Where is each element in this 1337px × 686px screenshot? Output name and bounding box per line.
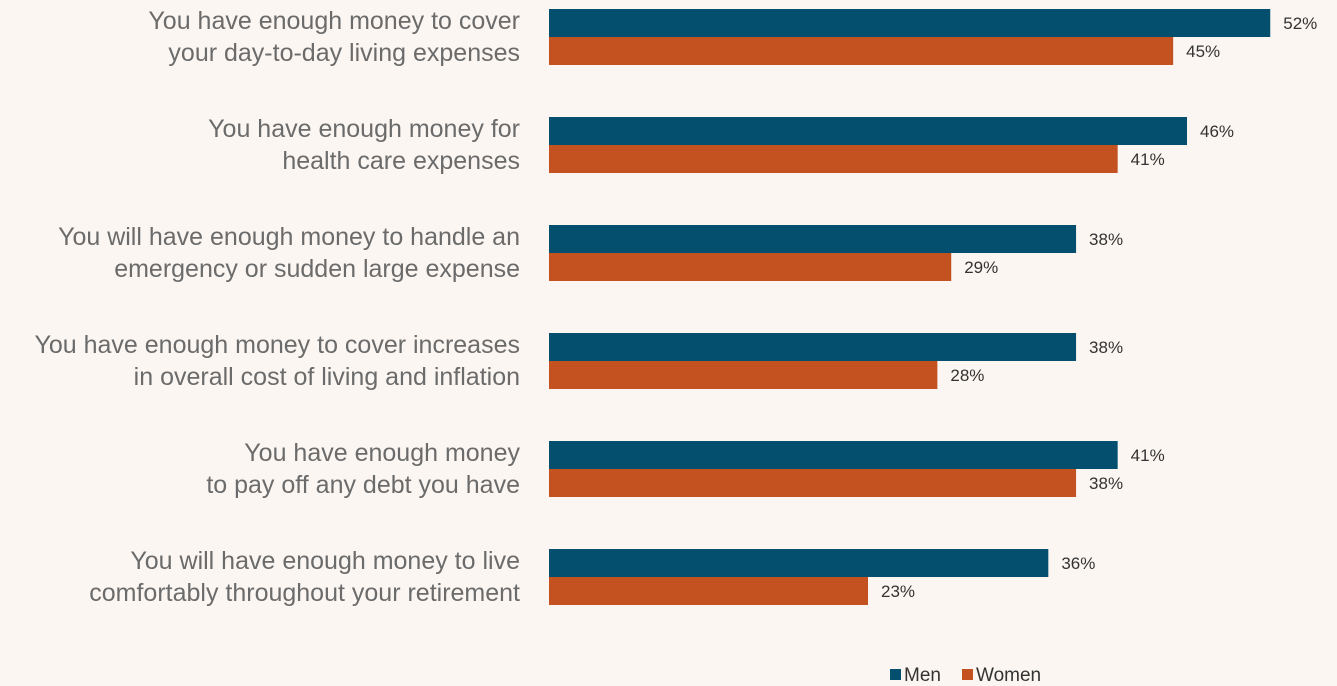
bar-men: [549, 333, 1077, 361]
category-label: You will have enough money to handle an e…: [58, 223, 520, 283]
category-label-line: comfortably throughout your retirement: [89, 579, 520, 607]
legend-label-men: Men: [904, 665, 941, 686]
data-label: 52%: [1283, 14, 1317, 33]
data-label: 38%: [1089, 474, 1123, 493]
category-label: You will have enough money to live comfor…: [89, 547, 520, 607]
category-label-line: You have enough money to cover increases: [34, 331, 520, 359]
data-label: 45%: [1186, 42, 1220, 61]
bar-women: [549, 469, 1077, 497]
data-label: 23%: [881, 582, 915, 601]
bar-women: [549, 145, 1118, 173]
data-label: 29%: [964, 258, 998, 277]
category-label-line: health care expenses: [282, 147, 520, 175]
data-label: 41%: [1131, 150, 1165, 169]
bar-women: [549, 361, 938, 389]
legend: Men Women: [890, 665, 1041, 686]
category-label: You have enough money to pay off any debt…: [206, 439, 520, 499]
legend-label-women: Women: [976, 665, 1041, 686]
data-label: 38%: [1089, 230, 1123, 249]
category-label-line: You have enough money to cover: [148, 7, 520, 35]
legend-swatch-women: [962, 669, 973, 680]
category-label-line: You have enough money for: [208, 115, 520, 143]
category-label: You have enough money to cover increases…: [34, 331, 520, 391]
bar-women: [549, 577, 869, 605]
category-labels: You have enough money to cover your day-t…: [34, 7, 520, 607]
bar-men: [549, 441, 1118, 469]
category-label-line: your day-to-day living expenses: [168, 39, 520, 67]
bar-women: [549, 253, 952, 281]
category-label: You have enough money for health care exp…: [208, 115, 520, 175]
category-label: You have enough money to cover your day-t…: [148, 7, 520, 67]
category-label-line: You have enough money: [244, 439, 520, 467]
bars: [549, 9, 1271, 605]
category-label-line: emergency or sudden large expense: [114, 255, 520, 283]
bar-men: [549, 225, 1077, 253]
category-label-line: You will have enough money to handle an: [58, 223, 520, 251]
category-label-line: in overall cost of living and inflation: [134, 363, 520, 391]
category-label-line: to pay off any debt you have: [206, 471, 520, 499]
value-labels: 52% 45% 46% 41% 38% 29% 38% 28% 41% 38% 36% 23%: [881, 14, 1317, 601]
data-label: 41%: [1131, 446, 1165, 465]
legend-swatch-men: [890, 669, 901, 680]
bar-men: [549, 117, 1188, 145]
category-label-line: You will have enough money to live: [130, 547, 520, 575]
data-label: 38%: [1089, 338, 1123, 357]
data-label: 36%: [1061, 554, 1095, 573]
data-label: 28%: [950, 366, 984, 385]
bar-men: [549, 549, 1049, 577]
data-label: 46%: [1200, 122, 1234, 141]
bar-women: [549, 37, 1174, 65]
bar-men: [549, 9, 1271, 37]
